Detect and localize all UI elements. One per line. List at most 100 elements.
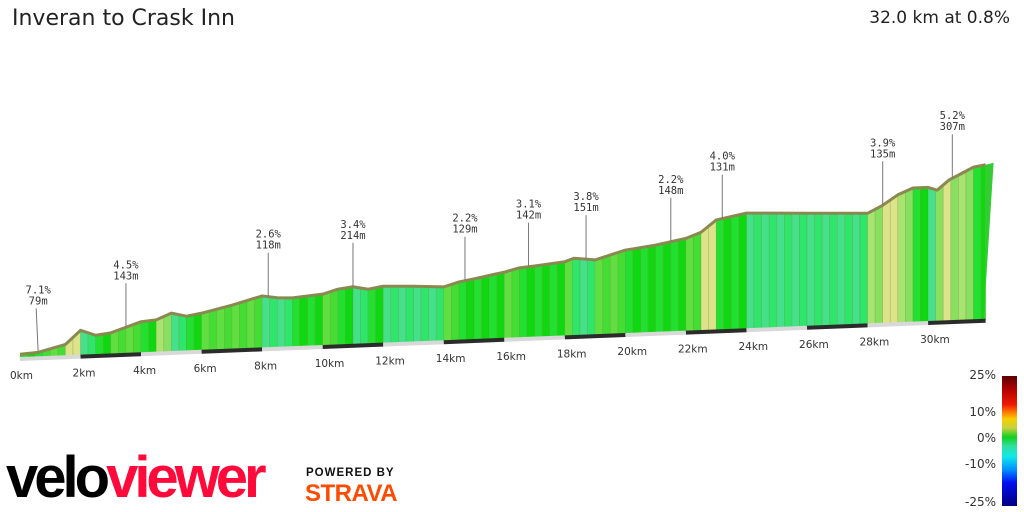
gradient-segment — [882, 199, 891, 325]
gradient-segment — [768, 212, 778, 329]
gradient-segment — [549, 262, 558, 338]
gradient-segment — [965, 166, 974, 321]
gradient-segment — [329, 288, 339, 347]
gradient-segment — [715, 217, 725, 331]
x-tick-label: 2km — [73, 368, 96, 380]
gradient-segment — [80, 329, 89, 356]
gradient-segment — [481, 275, 490, 341]
gradient-segment — [791, 212, 800, 328]
gradient-segment — [360, 287, 369, 345]
climb-grade-label: 3.8% — [573, 191, 599, 203]
distance-band — [685, 328, 747, 335]
profile-end-face — [983, 162, 994, 320]
gradient-segment — [352, 286, 361, 346]
gradient-segment — [148, 319, 157, 354]
gradient-segment — [420, 286, 429, 343]
gradient-segment — [239, 300, 248, 350]
veloviewer-logo: veloviewer — [6, 445, 267, 510]
distance-band — [928, 318, 986, 325]
x-tick-label: 18km — [557, 348, 587, 360]
x-tick-label: 4km — [133, 365, 156, 377]
gradient-segment — [541, 263, 551, 338]
gradient-segment — [504, 269, 513, 340]
distance-band — [19, 354, 81, 361]
distance-band — [443, 337, 505, 345]
gradient-segment — [451, 281, 460, 342]
climb-length-label: 118m — [256, 240, 281, 252]
gradient-segment — [814, 212, 823, 327]
distance-band — [806, 323, 868, 330]
gradient-segment — [821, 212, 831, 327]
x-tick-label: 10km — [315, 358, 345, 370]
climb-length-label: 79m — [29, 295, 48, 307]
gradient-segment — [738, 212, 747, 330]
climb-length-label: 143m — [113, 270, 138, 282]
gradient-segment — [511, 267, 520, 339]
gradient-segment — [171, 312, 180, 353]
x-tick-label: 26km — [799, 339, 829, 351]
gradient-segment — [246, 297, 255, 350]
gradient-segment — [761, 212, 770, 329]
legend-label: -25% — [964, 495, 996, 509]
climb-grade-label: 3.1% — [516, 199, 542, 211]
gradient-segment — [958, 170, 967, 322]
gradient-segment — [852, 212, 861, 326]
gradient-segment — [662, 241, 672, 333]
gradient-segment — [118, 326, 127, 355]
gradient-segment — [678, 238, 687, 333]
strava-logo: STRAVA — [305, 480, 398, 507]
gradient-segment — [201, 310, 210, 352]
powered-by-label: POWERED BY — [306, 467, 395, 479]
gradient-segment — [193, 312, 202, 352]
climb-grade-label: 2.6% — [256, 229, 282, 241]
distance-band — [201, 347, 263, 354]
climb-length-label: 148m — [658, 185, 683, 197]
climb-length-label: 142m — [516, 210, 541, 222]
climb-grade-label: 4.5% — [113, 259, 139, 271]
distance-band — [141, 349, 202, 357]
gradient-segment — [473, 276, 482, 341]
gradient-segment — [806, 212, 815, 328]
x-tick-label: 30km — [920, 334, 950, 346]
gradient-segment — [102, 332, 112, 356]
page-title: Inveran to Crask Inn — [12, 6, 235, 31]
gradient-segment — [897, 190, 906, 324]
gradient-segment — [261, 295, 271, 349]
gradient-segment — [889, 194, 899, 324]
distance-band — [262, 345, 323, 352]
gradient-segment — [980, 164, 986, 321]
gradient-segment — [299, 295, 308, 348]
distance-band — [383, 340, 444, 347]
distance-band — [322, 342, 384, 349]
gradient-segment — [564, 258, 573, 337]
gradient-segment — [784, 212, 793, 329]
gradient-segment — [155, 316, 165, 353]
distance-band — [504, 335, 565, 342]
gradient-segment — [935, 184, 944, 323]
gradient-segment — [428, 286, 437, 343]
gradient-segment — [375, 285, 384, 345]
climb-length-label: 129m — [452, 224, 477, 236]
gradient-segment — [942, 178, 952, 322]
gradient-segment — [912, 187, 921, 323]
gradient-segment — [496, 271, 505, 340]
gradient-segment — [367, 287, 376, 345]
gradient-segment — [413, 285, 422, 343]
gradient-segment — [390, 285, 399, 344]
gradient-segment — [920, 187, 929, 323]
x-tick-label: 16km — [496, 351, 526, 363]
gradient-segment — [753, 212, 762, 330]
climb-length-label: 135m — [870, 148, 895, 160]
gradient-segment — [950, 174, 959, 322]
gradient-segment — [625, 248, 634, 335]
distance-band — [80, 352, 142, 359]
climb-grade-label: 7.1% — [26, 284, 52, 296]
gradient-segment — [435, 286, 445, 342]
gradient-segment — [874, 204, 883, 325]
gradient-segment — [609, 252, 619, 335]
gradient-segment — [254, 295, 263, 350]
gradient-segment — [186, 314, 195, 352]
gradient-segment — [140, 320, 149, 354]
gradient-segment — [307, 294, 316, 347]
